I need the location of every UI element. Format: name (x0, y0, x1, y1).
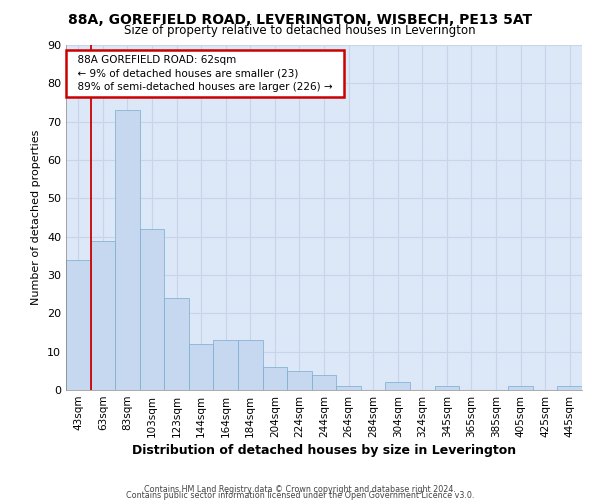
Bar (140, 229, 164, 390)
Text: Contains public sector information licensed under the Open Government Licence v3: Contains public sector information licen… (126, 490, 474, 500)
Bar (434, 386, 459, 390)
Bar (287, 371, 312, 390)
Text: 88A GOREFIELD ROAD: 62sqm  
  ← 9% of detached houses are smaller (23)  
  89% o: 88A GOREFIELD ROAD: 62sqm ← 9% of detach… (71, 56, 339, 92)
Text: Contains HM Land Registry data © Crown copyright and database right 2024.: Contains HM Land Registry data © Crown c… (144, 485, 456, 494)
Bar (115, 110, 140, 390)
Bar (263, 367, 287, 390)
Bar (238, 340, 263, 390)
Bar (214, 340, 238, 390)
Bar (508, 386, 533, 390)
Bar (312, 374, 336, 390)
Bar (189, 344, 214, 390)
Bar (336, 386, 361, 390)
Y-axis label: Number of detached properties: Number of detached properties (31, 130, 41, 305)
Text: 88A, GOREFIELD ROAD, LEVERINGTON, WISBECH, PE13 5AT: 88A, GOREFIELD ROAD, LEVERINGTON, WISBEC… (68, 12, 532, 26)
Bar (557, 386, 582, 390)
X-axis label: Distribution of detached houses by size in Leverington: Distribution of detached houses by size … (132, 444, 516, 457)
Text: Size of property relative to detached houses in Leverington: Size of property relative to detached ho… (124, 24, 476, 37)
Bar (91, 240, 115, 390)
Bar (385, 382, 410, 390)
Bar (66, 260, 91, 390)
Bar (164, 298, 189, 390)
